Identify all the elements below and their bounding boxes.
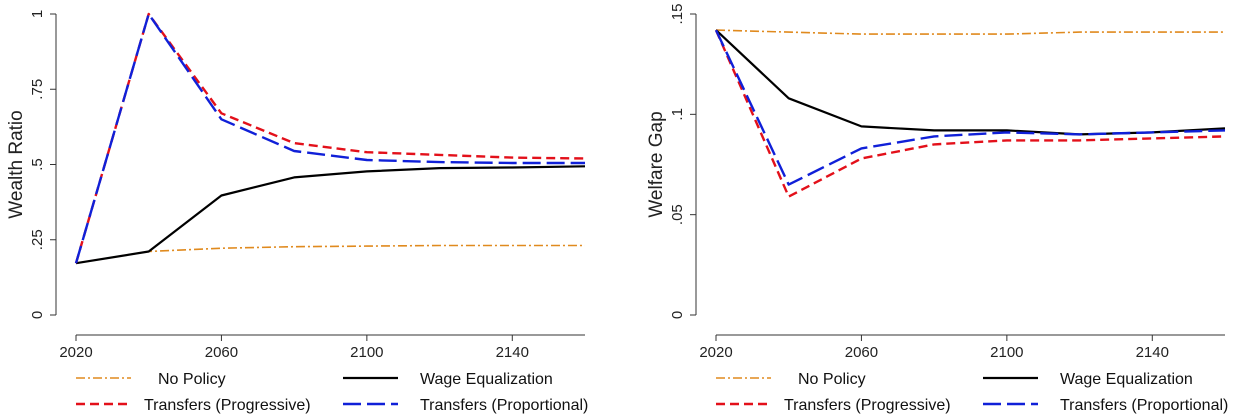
legend-label: Transfers (Proportional) [1060,397,1228,414]
legend-item-transfers-progressive: Transfers (Progressive) [716,397,951,414]
series-line-no-policy [715,29,1225,35]
series-line-wage-equalization [75,165,586,265]
y-tick-label: 1 [29,10,46,18]
series-line-transfers-progressive [74,12,586,264]
series-line-wage-equalization [715,29,1226,136]
series-line-transfers-progressive [714,29,1226,198]
legend-item-wage-equalization: Wage Equalization [343,371,553,388]
legend-item-transfers-progressive: Transfers (Progressive) [76,397,311,414]
series-line-transfers-proportional [74,12,585,264]
legend-item-no-policy: No Policy [716,371,866,388]
x-tick-label: 2060 [205,344,238,361]
y-tick-label: .05 [669,204,686,225]
legend-label: No Policy [798,371,866,388]
series-line-no-policy [75,244,585,264]
y-tick-label: .1 [669,108,686,121]
chart-panel-2: 0 .05 .1 .15 2020 2060 2100 2140 Welfare Gap No P… [646,4,1228,414]
x-tick-label: 2020 [699,344,732,361]
y-tick-label: .25 [29,229,46,250]
legend: No Policy Wage Equalization Transfers (Pro… [76,371,588,414]
y-tick-label: 0 [29,311,46,319]
y-tick-label: .75 [29,79,46,100]
legend-label: Transfers (Progressive) [784,397,951,414]
legend-label: Transfers (Proportional) [420,397,588,414]
y-axis-title: Welfare Gap [646,111,667,217]
legend-item-transfers-proportional: Transfers (Proportional) [983,397,1228,414]
x-tick-label: 2140 [1136,344,1169,361]
legend-item-wage-equalization: Wage Equalization [983,371,1193,388]
y-tick-label: 0 [669,311,686,319]
x-tick-label: 2100 [990,344,1023,361]
legend-label: No Policy [158,371,226,388]
legend-item-no-policy: No Policy [76,371,226,388]
x-tick-label: 2100 [350,344,383,361]
legend: No Policy Wage Equalization Transfers (Pro… [716,371,1228,414]
legend-label: Transfers (Progressive) [144,397,311,414]
x-tick-label: 2020 [59,344,92,361]
series-line-transfers-proportional [714,29,1226,186]
x-tick-label: 2140 [496,344,529,361]
y-tick-label: .5 [29,158,46,171]
legend-item-transfers-proportional: Transfers (Proportional) [343,397,588,414]
legend-label: Wage Equalization [420,371,553,388]
legend-label: Wage Equalization [1060,371,1193,388]
x-tick-label: 2060 [845,344,878,361]
y-tick-label: .15 [669,4,686,25]
y-axis-title: Wealth Ratio [6,110,27,218]
chart-panel-1: 0 .25 .5 .75 1 2020 2060 2100 2140 Wealth Ratio No… [6,10,588,414]
